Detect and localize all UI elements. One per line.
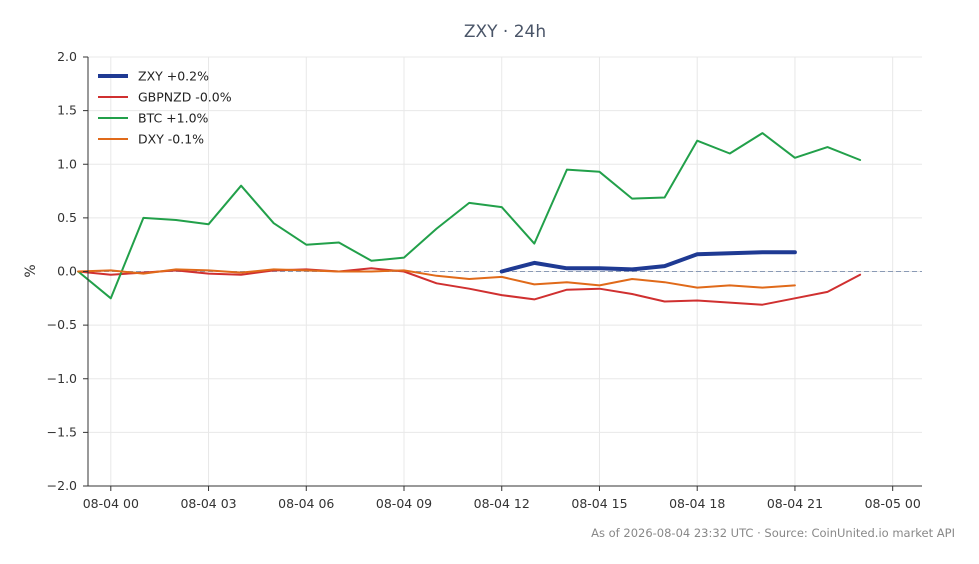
x-tick-label: 08-04 12 bbox=[474, 496, 530, 511]
legend: ZXY +0.2% GBPNZD -0.0% BTC +1.0% DXY -0.1% bbox=[98, 69, 232, 147]
y-tick-label: −1.5 bbox=[47, 424, 77, 439]
x-tick-label: 08-04 06 bbox=[278, 496, 334, 511]
series-lines bbox=[77, 132, 862, 306]
legend-label: BTC +1.0% bbox=[138, 111, 209, 126]
x-tick-label: 08-04 09 bbox=[376, 496, 432, 511]
legend-label: GBPNZD -0.0% bbox=[138, 90, 232, 105]
y-tick-label: 0.0 bbox=[57, 264, 77, 279]
footer-source: As of 2026-08-04 23:32 UTC · Source: Coi… bbox=[591, 526, 955, 540]
y-tick-label: 1.5 bbox=[57, 103, 77, 118]
series-line bbox=[77, 132, 862, 300]
y-ticks: 2.0 1.5 1.0 0.5 0.0 −0.5 −1.0 −1.5 −2.0 bbox=[47, 49, 88, 493]
x-tick-label: 08-04 03 bbox=[180, 496, 236, 511]
series-line bbox=[77, 268, 796, 289]
legend-label: DXY -0.1% bbox=[138, 132, 204, 147]
y-tick-label: −0.5 bbox=[47, 317, 77, 332]
x-tick-label: 08-04 15 bbox=[571, 496, 627, 511]
y-axis-label: % bbox=[23, 264, 39, 277]
y-tick-label: 1.0 bbox=[57, 156, 77, 171]
x-tick-label: 08-04 21 bbox=[767, 496, 823, 511]
series-line bbox=[77, 267, 862, 306]
y-tick-label: 0.5 bbox=[57, 210, 77, 225]
y-tick-label: 2.0 bbox=[57, 49, 77, 64]
x-ticks: 08-04 00 08-04 03 08-04 06 08-04 09 08-04 12… bbox=[83, 486, 921, 511]
series-line bbox=[499, 250, 797, 274]
chart-title: ZXY · 24h bbox=[464, 22, 546, 42]
x-tick-label: 08-04 18 bbox=[669, 496, 725, 511]
y-tick-label: −1.0 bbox=[47, 371, 77, 386]
x-tick-label: 08-05 00 bbox=[865, 496, 921, 511]
y-tick-label: −2.0 bbox=[47, 478, 77, 493]
x-tick-label: 08-04 00 bbox=[83, 496, 139, 511]
legend-label: ZXY +0.2% bbox=[138, 69, 209, 84]
